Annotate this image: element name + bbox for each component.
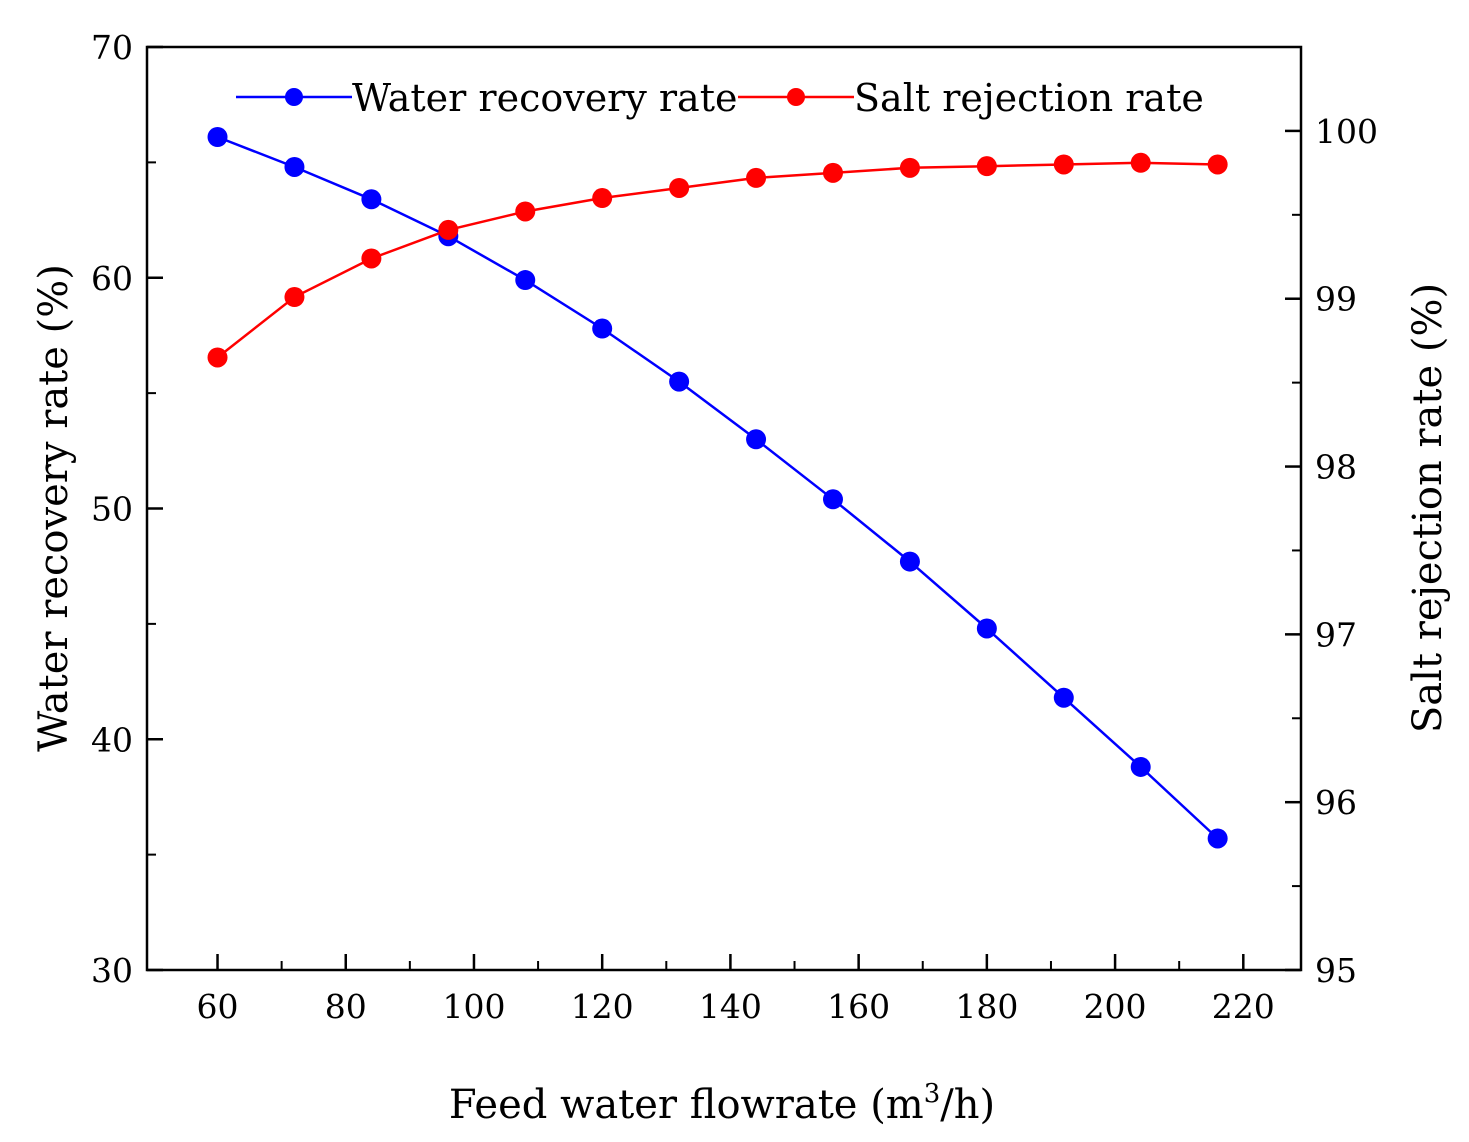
data-point-water-recovery-rate: [284, 156, 305, 177]
data-point-salt-rejection-rate: [1130, 152, 1151, 173]
x-tick-label: 100: [442, 987, 505, 1026]
data-point-water-recovery-rate: [746, 429, 767, 450]
x-tick-label: 200: [1084, 987, 1147, 1026]
legend: Water recovery rate Salt rejection rate: [236, 76, 1204, 120]
y-left-tick-label: 40: [91, 720, 133, 759]
y-right-axis-title: Salt rejection rate (%): [1405, 283, 1451, 733]
data-point-water-recovery-rate: [669, 371, 690, 392]
y-right-tick-label: 97: [1315, 615, 1357, 654]
data-point-water-recovery-rate: [207, 126, 228, 147]
series-line-salt-rejection-rate: [216, 161, 1218, 359]
y-right-tick-label: 99: [1315, 280, 1357, 319]
x-tick-label: 80: [325, 987, 367, 1026]
y-right-tick-label: 96: [1315, 783, 1357, 822]
data-point-salt-rejection-rate: [669, 177, 690, 198]
data-point-salt-rejection-rate: [207, 347, 228, 368]
x-tick-label: 120: [571, 987, 634, 1026]
data-point-salt-rejection-rate: [1053, 154, 1074, 175]
y-right-tick-label: 98: [1315, 448, 1357, 487]
legend-marker-water-recovery: [285, 88, 303, 106]
y-left-tick-label: 60: [91, 259, 133, 298]
data-point-salt-rejection-rate: [822, 162, 843, 183]
y-left-tick-label: 70: [91, 28, 133, 67]
x-tick-label: 140: [699, 987, 762, 1026]
data-point-salt-rejection-rate: [284, 287, 305, 308]
x-tick-label: 160: [827, 987, 890, 1026]
y-left-tick-label: 50: [91, 490, 133, 529]
x-axis-title: Feed water flowrate (m3/h): [449, 1079, 995, 1128]
series-layer: [207, 126, 1228, 849]
data-point-water-recovery-rate: [899, 551, 920, 572]
x-axis-ticks: 60 80 100 120 140 160 180 200 220: [197, 954, 1275, 1026]
series-line-water-recovery-rate: [217, 135, 1219, 840]
x-tick-label: 220: [1212, 987, 1275, 1026]
data-point-water-recovery-rate: [361, 189, 382, 210]
x-axis-title-superscript: 3: [924, 1079, 941, 1109]
data-point-water-recovery-rate: [515, 270, 536, 291]
data-point-salt-rejection-rate: [592, 188, 613, 209]
data-point-water-recovery-rate: [1130, 756, 1151, 777]
y-right-tick-label: 100: [1315, 112, 1378, 151]
data-point-salt-rejection-rate: [361, 248, 382, 269]
y-right-tick-label: 95: [1315, 951, 1357, 990]
data-point-water-recovery-rate: [822, 489, 843, 510]
x-axis-title-suffix: /h): [940, 1082, 995, 1128]
data-point-water-recovery-rate: [1053, 687, 1074, 708]
data-point-water-recovery-rate: [592, 318, 613, 339]
y-left-axis-ticks: 30 40 50 60 70: [91, 28, 163, 990]
data-point-salt-rejection-rate: [899, 157, 920, 178]
data-point-salt-rejection-rate: [1207, 154, 1228, 175]
x-tick-label: 60: [197, 987, 239, 1026]
data-point-water-recovery-rate: [1207, 828, 1228, 849]
legend-label-salt-rejection: Salt rejection rate: [854, 76, 1204, 120]
y-left-axis-title: Water recovery rate (%): [31, 264, 77, 752]
plot-frame: [145, 45, 1303, 972]
legend-label-water-recovery: Water recovery rate: [352, 76, 737, 120]
data-point-salt-rejection-rate: [976, 156, 997, 177]
data-point-salt-rejection-rate: [746, 167, 767, 188]
data-point-salt-rejection-rate: [438, 219, 459, 240]
x-tick-label: 180: [955, 987, 1018, 1026]
legend-marker-salt-rejection: [787, 88, 805, 106]
data-point-water-recovery-rate: [976, 618, 997, 639]
y-right-axis-ticks: 95 96 97 98 99 100: [1285, 46, 1378, 990]
x-axis-title-main: Feed water flowrate (m: [449, 1082, 924, 1128]
y-left-tick-label: 30: [91, 951, 133, 990]
data-point-salt-rejection-rate: [515, 201, 536, 222]
